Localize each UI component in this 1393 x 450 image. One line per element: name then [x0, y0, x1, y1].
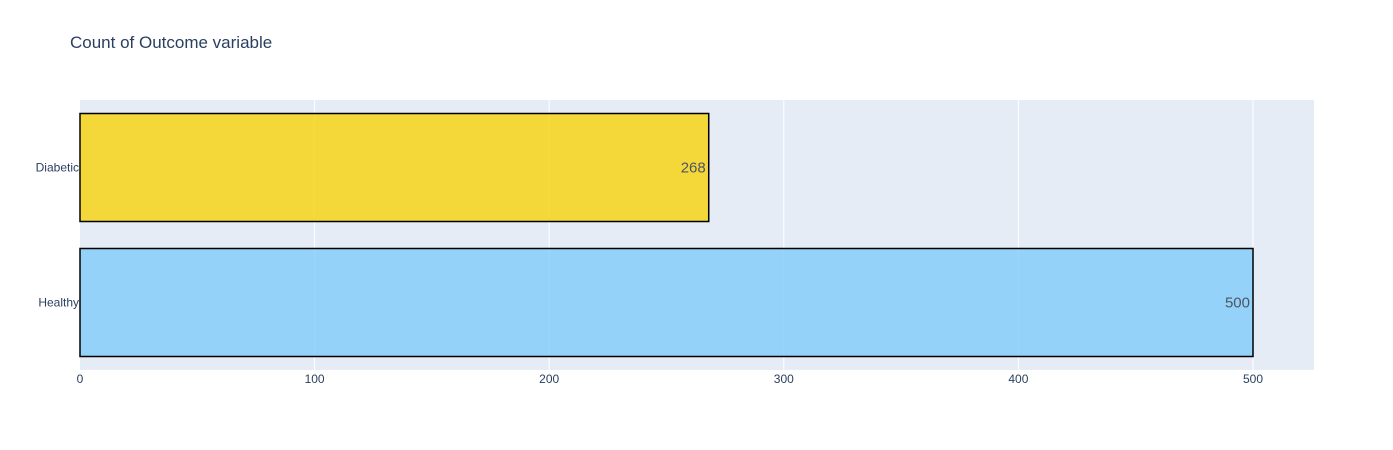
x-axis-ticks: 0 100 200 300 400 500 — [77, 372, 1264, 386]
x-tick-label-300: 300 — [774, 372, 794, 386]
bar-diabetic — [79, 112, 710, 223]
y-axis-categories: Healthy Diabetic — [36, 161, 79, 310]
x-tick-label-100: 100 — [305, 372, 325, 386]
x-tick-label-0: 0 — [77, 372, 84, 386]
x-tick-label-400: 400 — [1008, 372, 1028, 386]
data-labels: 500 268 — [681, 160, 1250, 312]
category-label-healthy: Healthy — [38, 296, 79, 310]
data-label-healthy: 500 — [1225, 295, 1250, 312]
bar-healthy — [79, 247, 1254, 358]
chart-title: Count of Outcome variable — [70, 33, 273, 52]
data-label-diabetic: 268 — [681, 160, 706, 177]
bars — [79, 112, 1254, 358]
category-label-diabetic: Diabetic — [36, 161, 79, 175]
x-tick-label-500: 500 — [1243, 372, 1263, 386]
x-tick-label-200: 200 — [539, 372, 559, 386]
